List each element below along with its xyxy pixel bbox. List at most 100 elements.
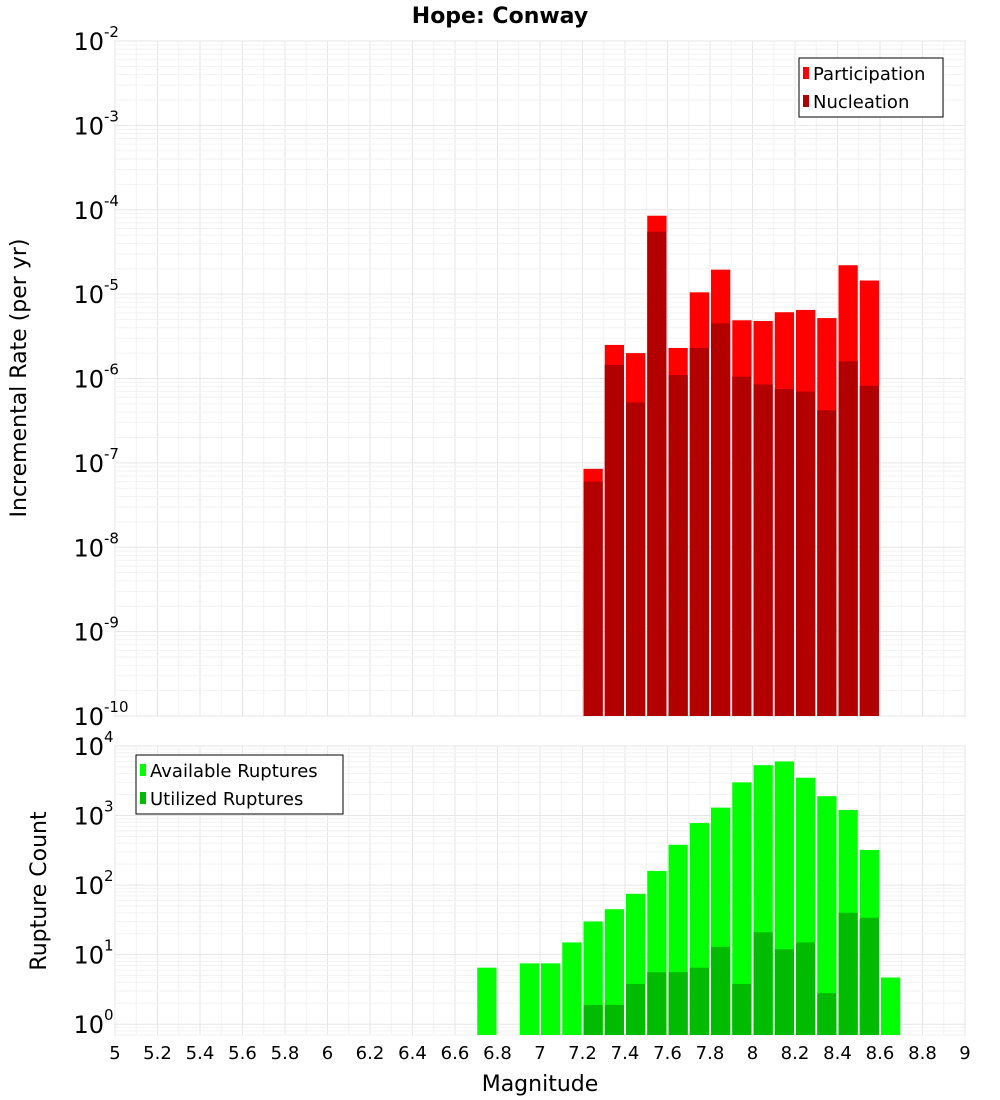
x-tick-label: 8.6 xyxy=(866,1043,895,1064)
bar-nucleation xyxy=(753,384,773,716)
bottom-grid xyxy=(114,745,966,1036)
x-tick-label: 5.8 xyxy=(271,1043,300,1064)
top-legend: Participation Nucleation xyxy=(798,57,944,118)
x-tick-label: 7.6 xyxy=(653,1043,682,1064)
top-y-tick-exponent: -5 xyxy=(104,276,119,294)
bar-available-ruptures xyxy=(604,909,624,1035)
bottom-y-tick-exponent: 4 xyxy=(104,728,114,746)
legend-label-available: Available Ruptures xyxy=(150,761,318,782)
bottom-y-tick-exponent: 0 xyxy=(104,1006,114,1024)
top-y-tick-exponent: -7 xyxy=(104,445,119,463)
bar-utilized-ruptures xyxy=(859,917,879,1035)
bar-utilized-ruptures xyxy=(626,983,646,1035)
top-y-tick-label: 10 xyxy=(73,366,104,394)
legend-swatch-available xyxy=(140,764,146,776)
x-tick-label: 5.4 xyxy=(186,1043,215,1064)
bottom-legend: Available Ruptures Utilized Ruptures xyxy=(135,754,344,815)
x-tick-label: 7 xyxy=(534,1043,545,1064)
top-y-tick-exponent: -8 xyxy=(104,529,119,547)
legend-label-utilized: Utilized Ruptures xyxy=(150,789,303,810)
bar-utilized-ruptures xyxy=(732,983,752,1035)
top-y-tick-label: 10 xyxy=(73,450,104,478)
top-y-tick-exponent: -3 xyxy=(104,107,119,125)
top-y-axis-label: Incremental Rate (per yr) xyxy=(7,239,32,518)
bar-nucleation xyxy=(817,410,837,716)
bar-utilized-ruptures xyxy=(838,912,858,1035)
top-y-tick-label: 10 xyxy=(73,112,104,140)
x-axis-label: Magnitude xyxy=(482,1072,599,1097)
bar-nucleation xyxy=(689,347,709,716)
bar-utilized-ruptures xyxy=(774,949,794,1035)
bottom-y-tick-exponent: 2 xyxy=(104,867,114,885)
x-tick-label: 5.6 xyxy=(228,1043,257,1064)
x-tick-label: 6.6 xyxy=(441,1043,470,1064)
bottom-bars xyxy=(477,761,901,1035)
x-tick-label: 8.4 xyxy=(823,1043,852,1064)
top-grid xyxy=(114,40,966,717)
bar-utilized-ruptures xyxy=(711,946,731,1035)
top-y-tick-exponent: -6 xyxy=(104,361,119,379)
bar-utilized-ruptures xyxy=(583,1004,603,1035)
top-y-tick-exponent: -9 xyxy=(104,614,119,632)
top-y-tick-exponent: -2 xyxy=(104,23,119,41)
x-tick-label: 8.2 xyxy=(781,1043,810,1064)
x-ticks: 5 5.2 5.4 5.6 5.8 6 6.2 6.4 6.6 6.8 7 7.2 7.4 7.6 7.8 8… xyxy=(109,1043,970,1064)
bar-nucleation xyxy=(668,375,688,716)
bar-nucleation xyxy=(626,402,646,716)
top-y-tick-label: 10 xyxy=(73,197,104,225)
bar-nucleation xyxy=(604,364,624,716)
bottom-y-tick-exponent: 1 xyxy=(104,937,114,955)
bar-utilized-ruptures xyxy=(817,993,837,1035)
bar-utilized-ruptures xyxy=(753,932,773,1035)
bar-nucleation xyxy=(774,389,794,716)
top-y-tick-label: 10 xyxy=(73,703,104,731)
legend-swatch-utilized xyxy=(140,792,146,804)
x-tick-label: 8 xyxy=(747,1043,758,1064)
bar-nucleation xyxy=(647,231,667,716)
top-legend-box xyxy=(798,57,944,118)
bar-nucleation xyxy=(583,481,603,716)
x-tick-label: 8.8 xyxy=(908,1043,937,1064)
legend-swatch-nucleation xyxy=(803,95,809,107)
bar-available-ruptures xyxy=(732,782,752,1035)
bar-available-ruptures xyxy=(817,796,837,1035)
top-y-tick-label: 10 xyxy=(73,28,104,56)
bar-available-ruptures xyxy=(881,977,901,1035)
bar-utilized-ruptures xyxy=(796,942,816,1035)
top-y-tick-label: 10 xyxy=(73,281,104,309)
top-y-tick-exponent: -10 xyxy=(104,698,129,716)
x-tick-label: 6 xyxy=(322,1043,333,1064)
x-tick-label: 6.2 xyxy=(356,1043,385,1064)
bar-available-ruptures xyxy=(541,963,561,1035)
bar-available-ruptures xyxy=(477,967,497,1035)
x-tick-label: 9 xyxy=(959,1043,970,1064)
legend-label-participation: Participation xyxy=(813,64,925,85)
bottom-y-tick-label: 10 xyxy=(73,803,104,831)
bar-nucleation xyxy=(732,376,752,716)
top-y-tick-label: 10 xyxy=(73,534,104,562)
x-tick-label: 6.8 xyxy=(483,1043,512,1064)
bar-utilized-ruptures xyxy=(604,1004,624,1035)
bottom-y-tick-label: 10 xyxy=(73,942,104,970)
x-tick-label: 7.4 xyxy=(611,1043,640,1064)
bottom-y-tick-label: 10 xyxy=(73,872,104,900)
top-bars xyxy=(583,215,879,717)
legend-swatch-participation xyxy=(803,67,809,79)
bar-nucleation xyxy=(711,323,731,716)
bottom-y-tick-exponent: 3 xyxy=(104,798,114,816)
x-tick-label: 5.2 xyxy=(143,1043,172,1064)
chart-title: Hope: Conway xyxy=(412,4,588,29)
x-tick-label: 7.8 xyxy=(696,1043,725,1064)
legend-label-nucleation: Nucleation xyxy=(813,92,909,113)
bottom-legend-box xyxy=(135,754,344,815)
bar-available-ruptures xyxy=(562,942,582,1035)
top-y-tick-exponent: -4 xyxy=(104,192,119,210)
x-tick-label: 7.2 xyxy=(568,1043,597,1064)
bar-nucleation xyxy=(796,391,816,716)
top-y-tick-label: 10 xyxy=(73,619,104,647)
